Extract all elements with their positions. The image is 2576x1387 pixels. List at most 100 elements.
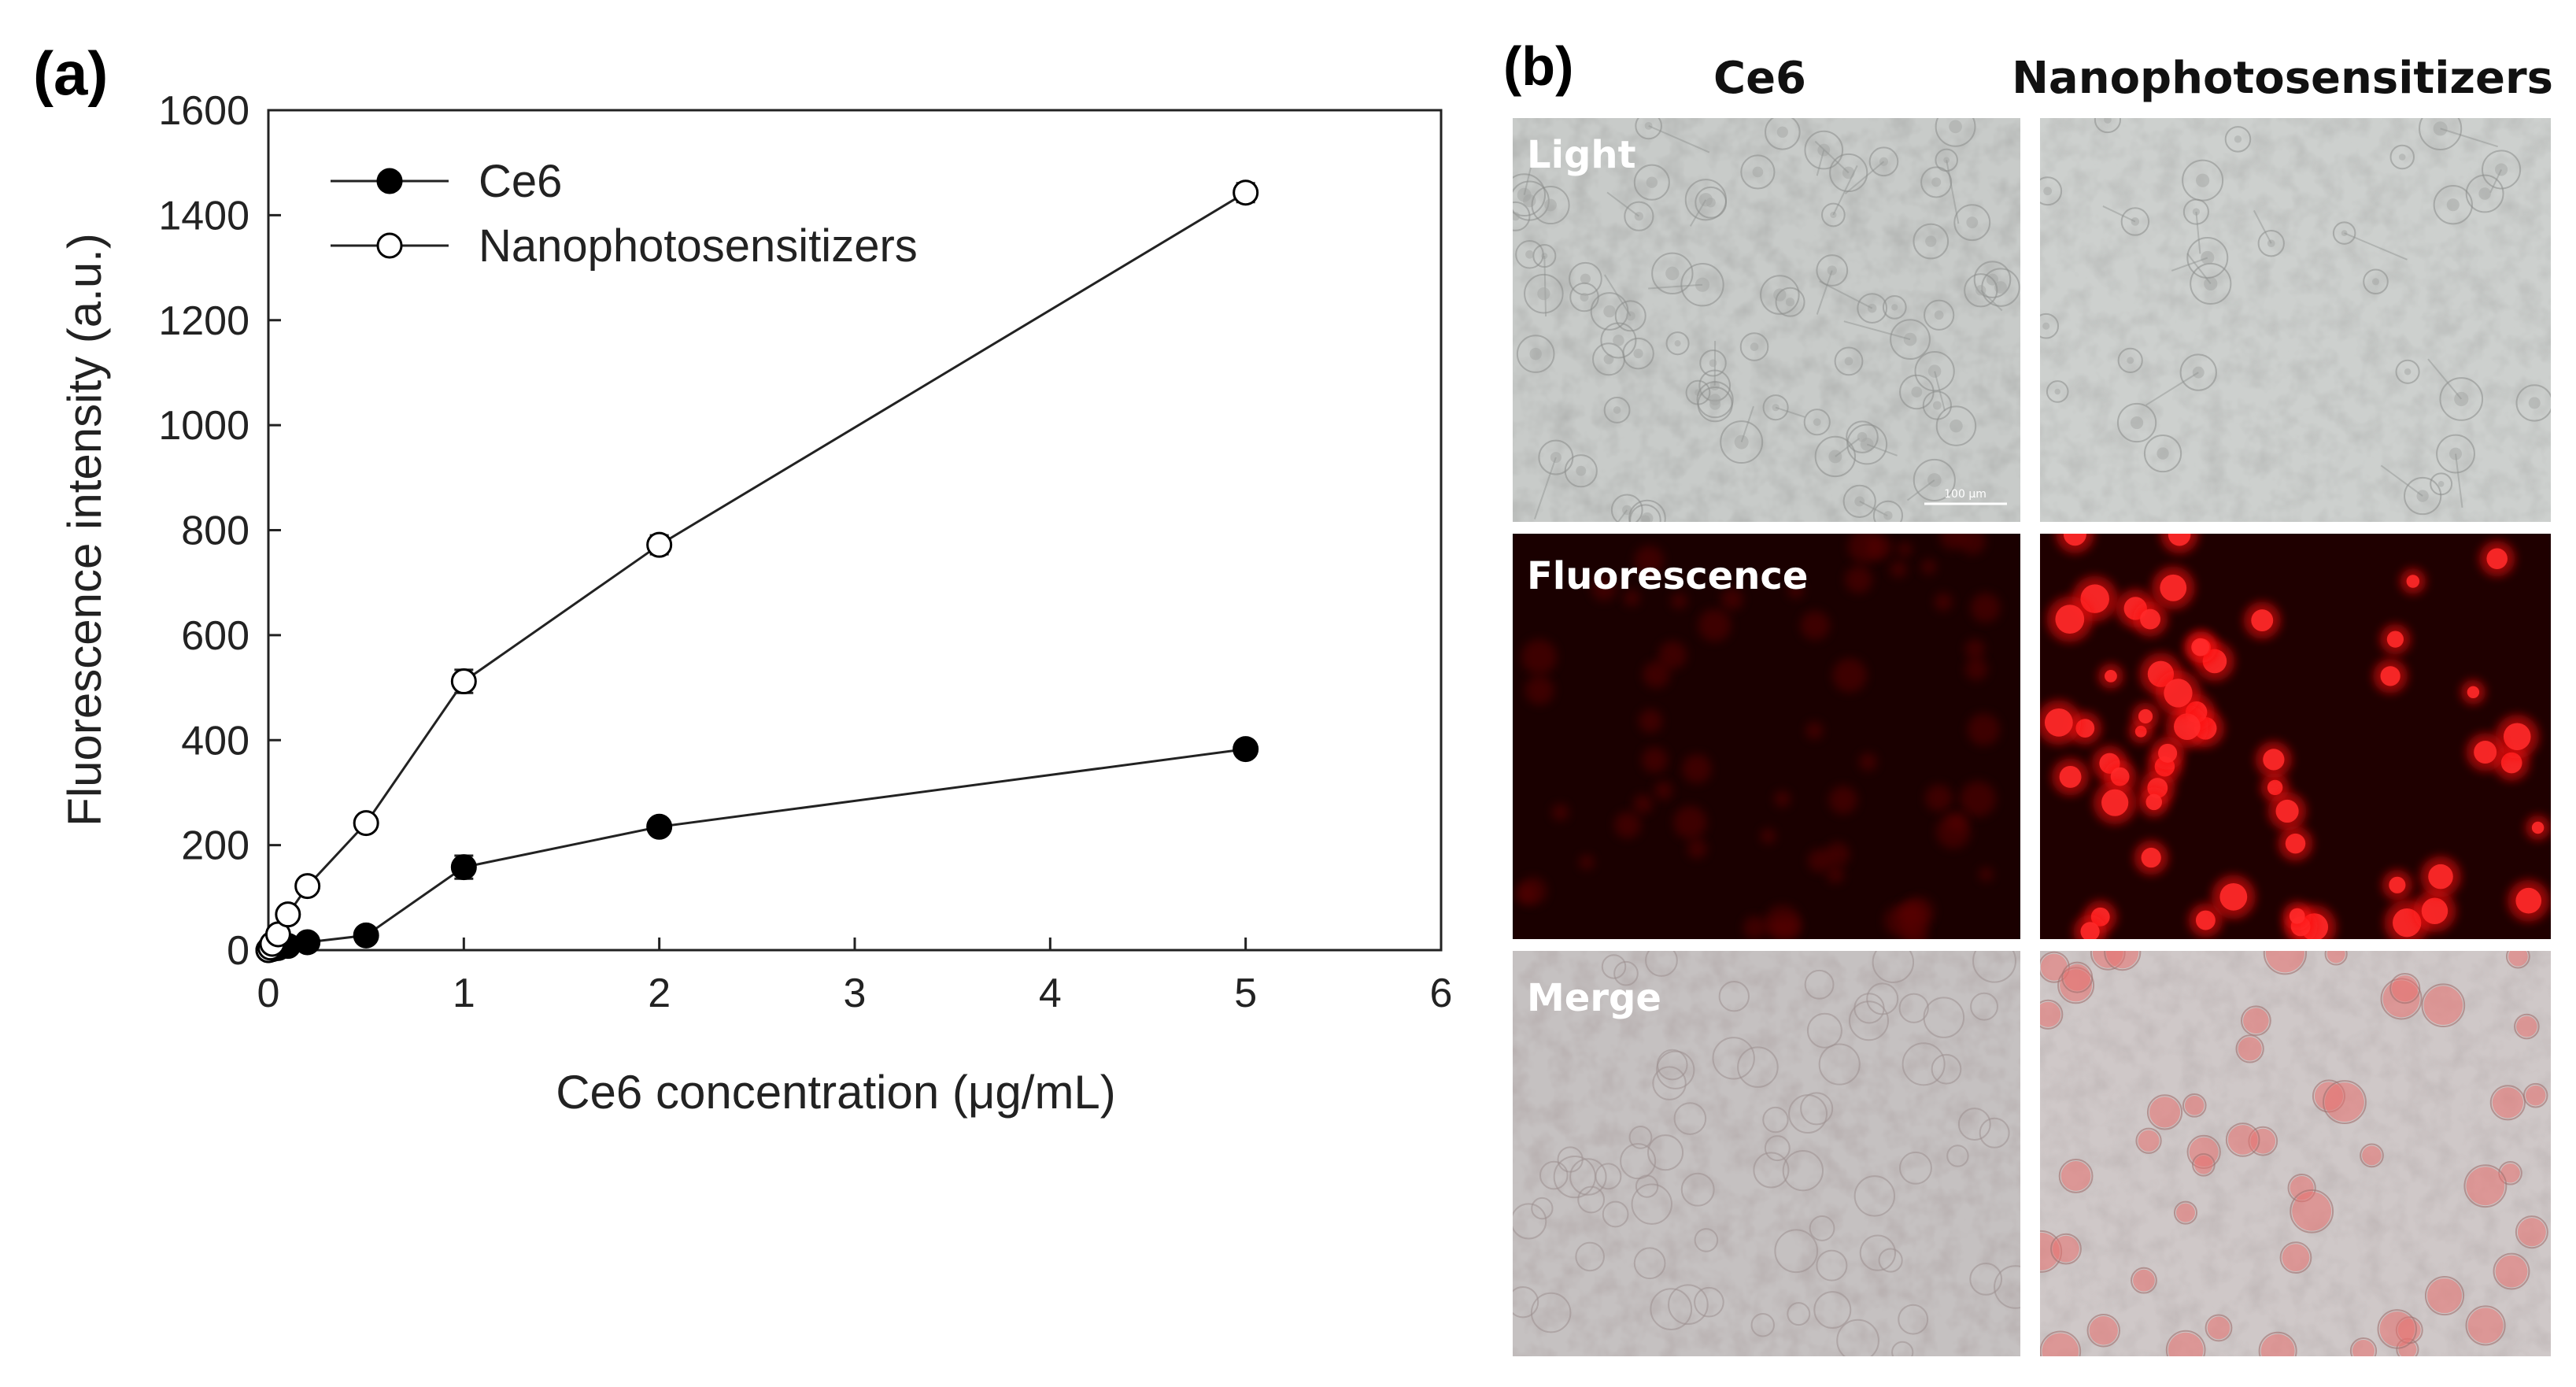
- cell: [1913, 223, 1950, 260]
- cell-process: [1740, 405, 1754, 442]
- cell-fluorescence: [1967, 713, 2000, 746]
- cell: [1868, 146, 1899, 177]
- cell-nucleus: [1883, 511, 1893, 520]
- cell: [1760, 275, 1800, 315]
- cell: [1969, 1263, 2003, 1296]
- cell-outline: [2182, 1093, 2207, 1118]
- cell-outline: [2505, 951, 2530, 969]
- cell-nucleus: [1580, 293, 1589, 302]
- x-tick-label: 1: [453, 971, 475, 1016]
- cell: [1601, 954, 1627, 979]
- cell: [1624, 201, 1654, 231]
- cell-nucleus: [2157, 447, 2169, 460]
- cell: [1531, 1197, 1554, 1220]
- cell-nucleus: [1879, 157, 1888, 166]
- cell-fluorescence: [2055, 605, 2085, 634]
- cell: [1515, 239, 1544, 269]
- cell: [1539, 1160, 1569, 1190]
- cell-merge: [2106, 951, 2139, 969]
- cell-process: [1689, 199, 1707, 227]
- cell: [1680, 263, 1724, 307]
- scale-bar: 100 μm: [1924, 488, 2007, 505]
- cell: [1647, 1134, 1684, 1171]
- cell-merge: [2495, 1255, 2528, 1288]
- micrograph-nanophotosensitizers-merge: [2040, 951, 2551, 1356]
- cell-nucleus: [2404, 368, 2412, 375]
- cell-fluorescence: [1964, 657, 1988, 681]
- cell-outline: [2165, 1330, 2206, 1356]
- cell-fluorescence: [2531, 821, 2545, 834]
- cell: [1513, 201, 1531, 231]
- cell-merge: [2064, 964, 2091, 991]
- cell-nucleus: [1827, 265, 1837, 276]
- cell: [1836, 1319, 1879, 1356]
- cell: [1935, 148, 1958, 172]
- cell-nucleus: [1544, 198, 1557, 212]
- cell-fluorescence: [2219, 882, 2248, 911]
- cell-fluorescence: [2191, 638, 2209, 657]
- cell-nucleus: [1785, 298, 1795, 307]
- cell: [1622, 337, 1654, 370]
- cell: [2257, 230, 2285, 257]
- cell: [1931, 1053, 1962, 1085]
- cell-fluorescence: [2386, 631, 2404, 648]
- cell-outline: [2323, 1080, 2367, 1125]
- legend-label-ce6: Ce6: [479, 156, 562, 207]
- cell: [1853, 1175, 1896, 1217]
- cell-nucleus: [2437, 481, 2445, 487]
- cell-process: [2440, 128, 2498, 148]
- cell: [1696, 381, 1734, 419]
- cell: [1920, 166, 1953, 198]
- series-line-ce6: [268, 748, 1246, 952]
- cell: [1645, 951, 1678, 977]
- cell-merge: [2168, 1332, 2204, 1356]
- y-tick-label: 800: [181, 509, 249, 554]
- cell-merge: [2423, 986, 2463, 1026]
- cell-process: [1775, 406, 1805, 418]
- data-point-nanophotosensitizers: [646, 531, 673, 558]
- cell-outline: [2040, 999, 2064, 1030]
- cell-nucleus: [1665, 266, 1680, 281]
- cell-fluorescence: [1808, 849, 1832, 873]
- cell-nucleus: [1903, 332, 1917, 346]
- cell-outline: [2279, 1241, 2312, 1274]
- cell-outline: [2463, 1164, 2508, 1208]
- cell-merge: [2053, 1235, 2079, 1263]
- cell-nucleus: [1966, 216, 1979, 229]
- cell: [1635, 118, 1662, 140]
- cell: [1538, 439, 1574, 475]
- cell: [1935, 405, 1977, 446]
- cell: [1765, 118, 1801, 150]
- cell: [1816, 254, 1849, 287]
- cell: [2419, 118, 2463, 150]
- cell: [1590, 292, 1629, 331]
- cell: [1633, 164, 1670, 201]
- cell-merge: [2184, 1096, 2205, 1115]
- cell-nucleus: [1695, 277, 1710, 292]
- cell: [1834, 346, 1864, 376]
- row-label-light: Light: [1527, 133, 1636, 177]
- cell-outline: [2377, 1309, 2417, 1349]
- cell: [1673, 1102, 1707, 1135]
- cell-fluorescence: [1673, 805, 1707, 839]
- row-label-merge: Merge: [1527, 976, 1661, 1020]
- cell-fluorescence: [1643, 660, 1670, 689]
- cell-merge: [2500, 1163, 2520, 1183]
- cell: [1898, 993, 1929, 1023]
- cell: [1957, 1108, 1991, 1141]
- cell-nucleus: [1622, 505, 1632, 516]
- cell-nucleus: [1752, 166, 1764, 178]
- cell: [1816, 1249, 1848, 1282]
- y-tick-label: 600: [181, 613, 249, 659]
- cell-merge: [2207, 1316, 2230, 1340]
- cell-nucleus: [1625, 311, 1635, 321]
- cell-outline: [2514, 1013, 2540, 1040]
- cell-fluorescence: [1845, 566, 1872, 594]
- cell-merge: [2392, 975, 2419, 1002]
- cell-fluorescence: [2486, 548, 2508, 569]
- cell-fluorescence: [2174, 713, 2201, 740]
- cell-fluorescence: [1832, 658, 1867, 693]
- cell-outline: [2489, 1085, 2526, 1121]
- cell-outline: [2389, 972, 2421, 1004]
- cell: [1595, 1163, 1622, 1190]
